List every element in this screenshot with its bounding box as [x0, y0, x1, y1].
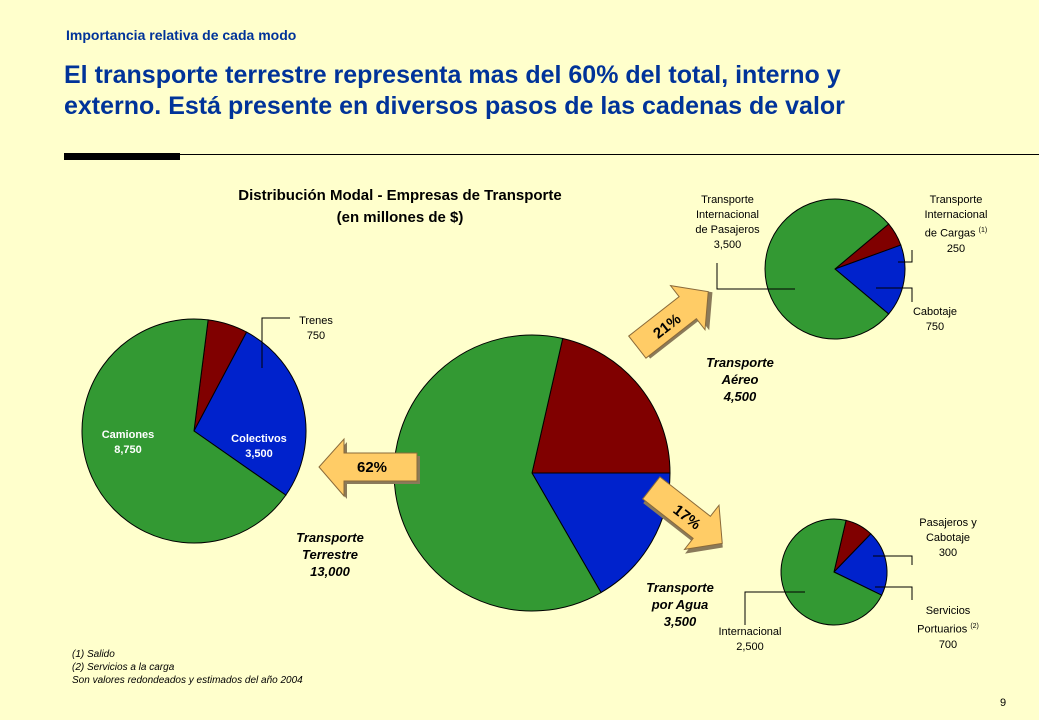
group-aereo-value: 4,500 [723, 389, 757, 404]
group-agua-l2: por Agua [651, 597, 709, 612]
label-camiones-name: Camiones [101, 429, 155, 441]
pie-terrestre-slice-colectivos [193, 331, 307, 496]
footnote-1: (1) Salido [72, 649, 115, 660]
label-agua-internacional-value: 2,500 [736, 641, 764, 653]
label-agua-internacional: Internacional 2,500 [705, 625, 795, 655]
label-aereo-cargas-l2: Internacional [924, 209, 988, 221]
label-agua-internacional-name: Internacional [718, 626, 782, 638]
label-agua-portuarios-l2: Portuarios (2) [898, 619, 998, 638]
label-trenes-value: 750 [306, 330, 326, 342]
label-colectivos-value: 3,500 [245, 448, 273, 460]
group-terrestre: Transporte Terrestre 13,000 [270, 529, 390, 580]
chart-title: Distribución Modal - Empresas de Transpo… [190, 185, 610, 229]
arrow-terrestre [318, 437, 420, 499]
label-aereo-pasajeros-l3: de Pasajeros [695, 224, 760, 236]
label-aereo-cabotaje: Cabotaje 750 [900, 305, 970, 335]
group-terrestre-value: 13,000 [310, 564, 350, 579]
label-aereo-cargas: Transporte Internacional de Cargas (1) 2… [906, 193, 1006, 257]
label-agua-portuarios-note: (2) [970, 623, 979, 630]
label-agua-pasajeros-value: 300 [938, 547, 958, 559]
label-aereo-cabotaje-name: Cabotaje [912, 306, 958, 318]
group-aereo: Transporte Aéreo 4,500 [680, 354, 800, 405]
pie-aereo-slice-transporte-internacional-de-pasajeros [764, 198, 890, 340]
label-aereo-pasajeros-l2: Internacional [696, 209, 759, 221]
label-aereo-cargas-value: 250 [946, 242, 966, 255]
label-aereo-cargas-l1: Transporte [929, 194, 983, 206]
arrow-agua [642, 476, 723, 554]
title-rule [64, 154, 1039, 155]
footnote-3: Son valores redondeados y estimados del … [72, 675, 303, 686]
label-camiones-value: 8,750 [114, 444, 142, 456]
label-aereo-cargas-text: de Cargas [924, 227, 976, 240]
pie-main-slice-terrestre [393, 334, 602, 612]
label-aereo-pasajeros: Transporte Internacional de Pasajeros 3,… [680, 193, 775, 253]
label-agua-portuarios-l1: Servicios [925, 605, 971, 617]
label-agua-portuarios-text: Portuarios [917, 623, 968, 636]
group-agua: Transporte por Agua 3,500 [620, 579, 740, 630]
slide-kicker: Importancia relativa de cada modo [66, 27, 297, 43]
label-aereo-cargas-l3: de Cargas (1) [906, 223, 1006, 242]
leader-agua-internacional [744, 591, 805, 625]
label-colectivos-name: Colectivos [231, 433, 287, 445]
label-aereo-cabotaje-value: 750 [925, 321, 945, 333]
pie-main-slice-a-reo [531, 337, 671, 474]
footnotes: (1) Salido (2) Servicios a la carga Son … [72, 648, 303, 687]
label-colectivos: Colectivos 3,500 [220, 432, 298, 462]
group-terrestre-l1: Transporte [296, 530, 364, 545]
label-agua-pasajeros-l1: Pasajeros y [919, 517, 977, 529]
label-trenes-name: Trenes [299, 315, 333, 327]
group-agua-value: 3,500 [663, 614, 697, 629]
chart-title-line-2: (en millones de $) [336, 209, 464, 226]
arrow-aereo [628, 284, 713, 359]
label-trenes: Trenes 750 [286, 314, 346, 344]
label-agua-portuarios: Servicios Portuarios (2) 700 [898, 604, 998, 653]
pie-aereo-slice-cabotaje [834, 244, 906, 315]
page-number: 9 [1000, 697, 1007, 709]
chart-title-line-1: Distribución Modal - Empresas de Transpo… [238, 187, 562, 204]
label-agua-pasajeros: Pasajeros y Cabotaje 300 [898, 516, 998, 561]
label-aereo-pasajeros-value: 3,500 [713, 239, 742, 251]
slide-headline: El transporte terrestre representa mas d… [64, 60, 1024, 122]
pie-terrestre-slice-camiones [81, 318, 287, 544]
arrow-terrestre-pct: 62% [357, 459, 387, 476]
leader-agua-portuarios [875, 586, 913, 600]
title-rule-accent [64, 153, 180, 160]
label-aereo-cargas-note: (1) [978, 227, 988, 234]
label-aereo-pasajeros-l1: Transporte [701, 194, 754, 206]
label-agua-pasajeros-l2: Cabotaje [925, 532, 971, 544]
pie-agua-slice-internacional [780, 518, 883, 626]
leader-trenes [261, 317, 290, 368]
leader-aereo-cargas [898, 250, 913, 263]
leader-agua-pasajeros [873, 555, 913, 565]
group-aereo-l1: Transporte [706, 355, 774, 370]
leader-aereo-cabotaje [876, 287, 913, 302]
group-terrestre-l2: Terrestre [302, 547, 358, 562]
group-aereo-l2: Aéreo [721, 372, 759, 387]
label-camiones: Camiones 8,750 [88, 428, 168, 458]
footnote-2: (2) Servicios a la carga [72, 662, 175, 673]
group-agua-l1: Transporte [646, 580, 714, 595]
headline-line-2: externo. Está presente en diversos pasos… [64, 92, 845, 120]
pie-agua-slice-servicios-portuarios [833, 533, 888, 596]
leader-aereo-pasajeros [716, 263, 795, 290]
label-agua-portuarios-value: 700 [938, 638, 958, 651]
headline-line-1: El transporte terrestre representa mas d… [64, 61, 841, 89]
